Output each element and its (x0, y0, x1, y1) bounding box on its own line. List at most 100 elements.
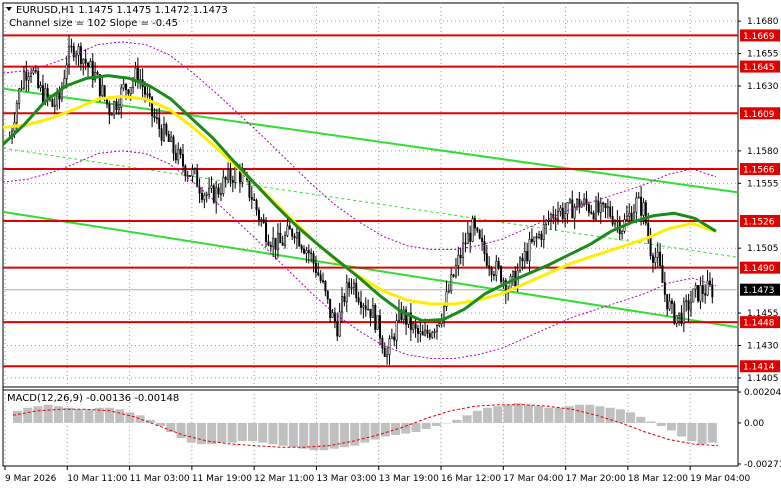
candle-bear (530, 238, 533, 242)
candle-bull (75, 54, 78, 58)
candle-bull (637, 196, 640, 199)
macd-bar (309, 422, 319, 451)
x-tick-label: 16 Mar 12:00 (441, 474, 501, 484)
candle-bear (561, 207, 564, 219)
candle-bear (400, 309, 403, 321)
macd-bar (329, 422, 339, 449)
candle-bull (27, 76, 30, 81)
macd-bar (268, 422, 278, 445)
y-tick-label: 1.1405 (747, 374, 779, 384)
candle-bear (160, 128, 163, 141)
symbol-line: EURUSD,H1 1.1475 1.1475 1.1472 1.1473 (16, 5, 228, 16)
macd-tick-label: 0.00 (744, 419, 764, 429)
level-tag (740, 360, 780, 373)
candle-bear (189, 175, 192, 177)
macd-bar (544, 407, 554, 423)
candle-bear (701, 285, 704, 294)
price-axis: 1.1680 1.1655 1.1630 1.1580 1.1555 1.1505 1.14… (738, 17, 780, 384)
y-tick-label: 1.1580 (747, 147, 779, 157)
macd-bar (156, 422, 166, 426)
macd-bar (595, 406, 605, 423)
y-tick-label: 1.1630 (747, 82, 779, 92)
candle-bull (606, 206, 609, 209)
macd-bar (33, 406, 43, 423)
candle-bear (267, 241, 270, 246)
dropdown-triangle-icon[interactable] (6, 7, 12, 11)
candle-bull (678, 312, 681, 316)
candle-bear (253, 199, 256, 201)
candle-bear (521, 257, 524, 262)
candle-bear (426, 329, 429, 334)
candle-bull (511, 270, 514, 277)
macd-bar (707, 422, 717, 443)
candle-bull (447, 290, 450, 293)
macd-bar (186, 422, 196, 443)
candle-bull (60, 86, 63, 100)
candle-bull (191, 169, 194, 177)
candle-bull (523, 251, 526, 262)
candle-bear (212, 185, 215, 203)
candle-bear (322, 280, 325, 282)
candle-bear (72, 45, 75, 58)
candle-bull (682, 301, 685, 325)
candle-bull (628, 212, 631, 217)
candle-bull (117, 107, 120, 111)
candle-bear (357, 297, 360, 303)
candle-bull (557, 210, 560, 221)
candle-bear (405, 309, 408, 325)
candle-bull (219, 193, 222, 195)
macd-bar (104, 407, 114, 423)
candle-bull (450, 274, 453, 292)
macd-bar (248, 422, 258, 442)
candle-bear (644, 202, 647, 224)
candle-bear (663, 282, 666, 295)
candle-bear (587, 204, 590, 213)
candle-bull (222, 177, 225, 194)
candle-bull (331, 312, 334, 318)
x-tick-label: 9 Mar 2026 (5, 474, 57, 484)
candle-bull (341, 296, 343, 313)
candle-bull (407, 312, 410, 325)
macd-bar (227, 422, 237, 443)
level-tag-label: 1.1566 (743, 166, 775, 176)
macd-bar (431, 422, 441, 426)
candle-bull (576, 198, 578, 208)
candle-bull (388, 338, 391, 355)
candle-bull (402, 309, 405, 321)
y-tick-label: 1.1655 (747, 50, 779, 60)
candle-bear (469, 232, 472, 242)
candle-bear (381, 337, 384, 349)
candle-bull (113, 101, 116, 115)
candle-bull (260, 219, 263, 221)
candle-bear (659, 251, 662, 266)
candle-bull (286, 225, 289, 236)
x-tick-label: 17 Mar 04:00 (503, 474, 563, 484)
candle-bear (165, 123, 168, 135)
candle-bull (445, 291, 448, 307)
candle-bear (103, 85, 106, 99)
candle-bear (697, 285, 700, 302)
candle-bear (481, 237, 484, 242)
x-tick-label: 10 Mar 11:00 (67, 474, 127, 484)
macd-bar (278, 422, 288, 446)
level-tag (740, 316, 780, 329)
candle-bull (367, 308, 370, 311)
candle-bull (22, 71, 25, 89)
macd-bar (513, 403, 523, 423)
candle-bear (307, 250, 310, 254)
candle-bear (198, 186, 201, 194)
candle-bear (108, 103, 111, 116)
candle-bull (424, 329, 427, 336)
candle-bull (129, 87, 132, 95)
candle-bull (305, 250, 308, 254)
candle-bull (20, 87, 23, 90)
candle-bear (651, 255, 654, 263)
candle-bear (459, 254, 462, 258)
candle-bull (656, 251, 659, 258)
candle-bear (172, 136, 175, 154)
macd-bar (697, 422, 707, 445)
candle-bear (428, 333, 431, 338)
candle-bear (326, 290, 329, 300)
candle-bull (208, 187, 211, 195)
macd-bar (523, 404, 533, 423)
